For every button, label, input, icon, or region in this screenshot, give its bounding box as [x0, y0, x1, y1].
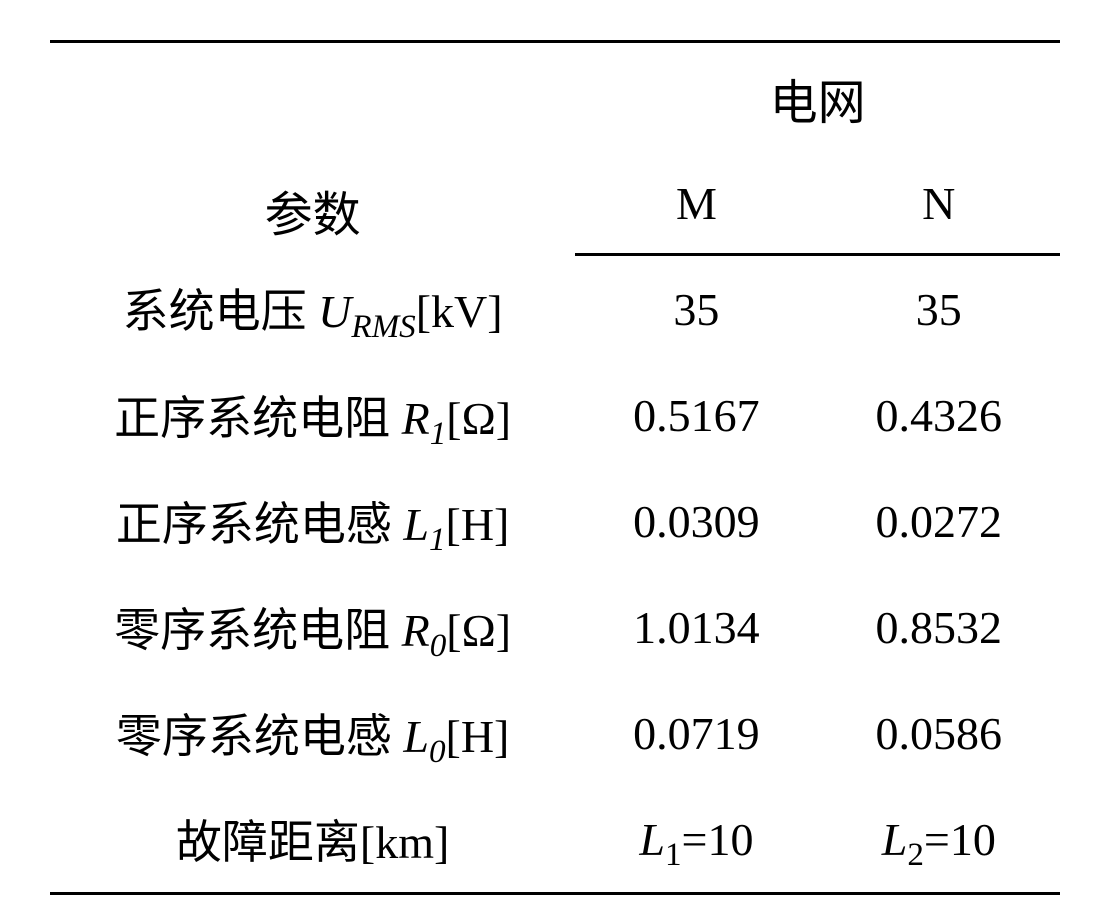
label-zh: 正序系统电感 [116, 499, 404, 550]
value-eq: =10 [924, 814, 996, 865]
parameter-table-container: 参数 电网 M N 系统电压 URMS[kV] 35 35 正序系统电阻 R1[… [0, 0, 1110, 920]
table-row: 系统电压 URMS[kV] 35 35 [50, 255, 1060, 363]
header-grid: 电网 [575, 42, 1060, 154]
label-zh: 零序系统电阻 [114, 605, 402, 656]
cell-n: 0.0586 [818, 680, 1060, 786]
header-param: 参数 [50, 42, 575, 255]
cell-n: 35 [818, 255, 1060, 363]
table-header-row-1: 参数 电网 [50, 42, 1060, 154]
symbol-main: R [402, 605, 430, 656]
cell-n: 0.8532 [818, 574, 1060, 680]
table-row: 故障距离[km] L1=10 L2=10 [50, 786, 1060, 894]
value-eq: =10 [682, 814, 754, 865]
cell-m: 0.0309 [575, 468, 817, 574]
param-label: 正序系统电阻 R1[Ω] [50, 362, 575, 468]
cell-n: L2=10 [818, 786, 1060, 894]
value-sub: 1 [665, 836, 682, 873]
label-zh: 系统电压 [123, 286, 319, 337]
table-row: 正序系统电阻 R1[Ω] 0.5167 0.4326 [50, 362, 1060, 468]
param-label: 系统电压 URMS[kV] [50, 255, 575, 363]
symbol-main: U [318, 286, 351, 337]
symbol-sub: 1 [430, 415, 447, 452]
symbol-sub: 0 [429, 733, 446, 770]
param-label: 故障距离[km] [50, 786, 575, 894]
unit: [H] [446, 499, 510, 550]
symbol-sub: 0 [430, 627, 447, 664]
symbol-main: L [403, 499, 429, 550]
label-zh: 零序系统电感 [116, 711, 404, 762]
unit: [kV] [416, 286, 503, 337]
cell-m: 0.5167 [575, 362, 817, 468]
table-row: 正序系统电感 L1[H] 0.0309 0.0272 [50, 468, 1060, 574]
cell-m: 1.0134 [575, 574, 817, 680]
header-col-n: N [818, 153, 1060, 255]
cell-m: 35 [575, 255, 817, 363]
value-symbol: L [882, 814, 908, 865]
unit: [H] [446, 711, 510, 762]
label-zh: 故障距离 [176, 817, 360, 868]
value-symbol: L [639, 814, 665, 865]
cell-m: 0.0719 [575, 680, 817, 786]
unit: [Ω] [446, 605, 511, 656]
parameter-table: 参数 电网 M N 系统电压 URMS[kV] 35 35 正序系统电阻 R1[… [50, 40, 1060, 895]
param-label: 正序系统电感 L1[H] [50, 468, 575, 574]
cell-n: 0.0272 [818, 468, 1060, 574]
symbol-sub: RMS [351, 308, 415, 345]
value-sub: 2 [907, 836, 924, 873]
param-label: 零序系统电阻 R0[Ω] [50, 574, 575, 680]
cell-n: 0.4326 [818, 362, 1060, 468]
label-zh: 正序系统电阻 [114, 393, 402, 444]
param-label: 零序系统电感 L0[H] [50, 680, 575, 786]
cell-m: L1=10 [575, 786, 817, 894]
table-row: 零序系统电感 L0[H] 0.0719 0.0586 [50, 680, 1060, 786]
table-row: 零序系统电阻 R0[Ω] 1.0134 0.8532 [50, 574, 1060, 680]
symbol-main: L [403, 711, 429, 762]
header-col-m: M [575, 153, 817, 255]
unit: [Ω] [446, 393, 511, 444]
symbol-sub: 1 [429, 521, 446, 558]
unit: [km] [360, 817, 449, 868]
symbol-main: R [402, 393, 430, 444]
